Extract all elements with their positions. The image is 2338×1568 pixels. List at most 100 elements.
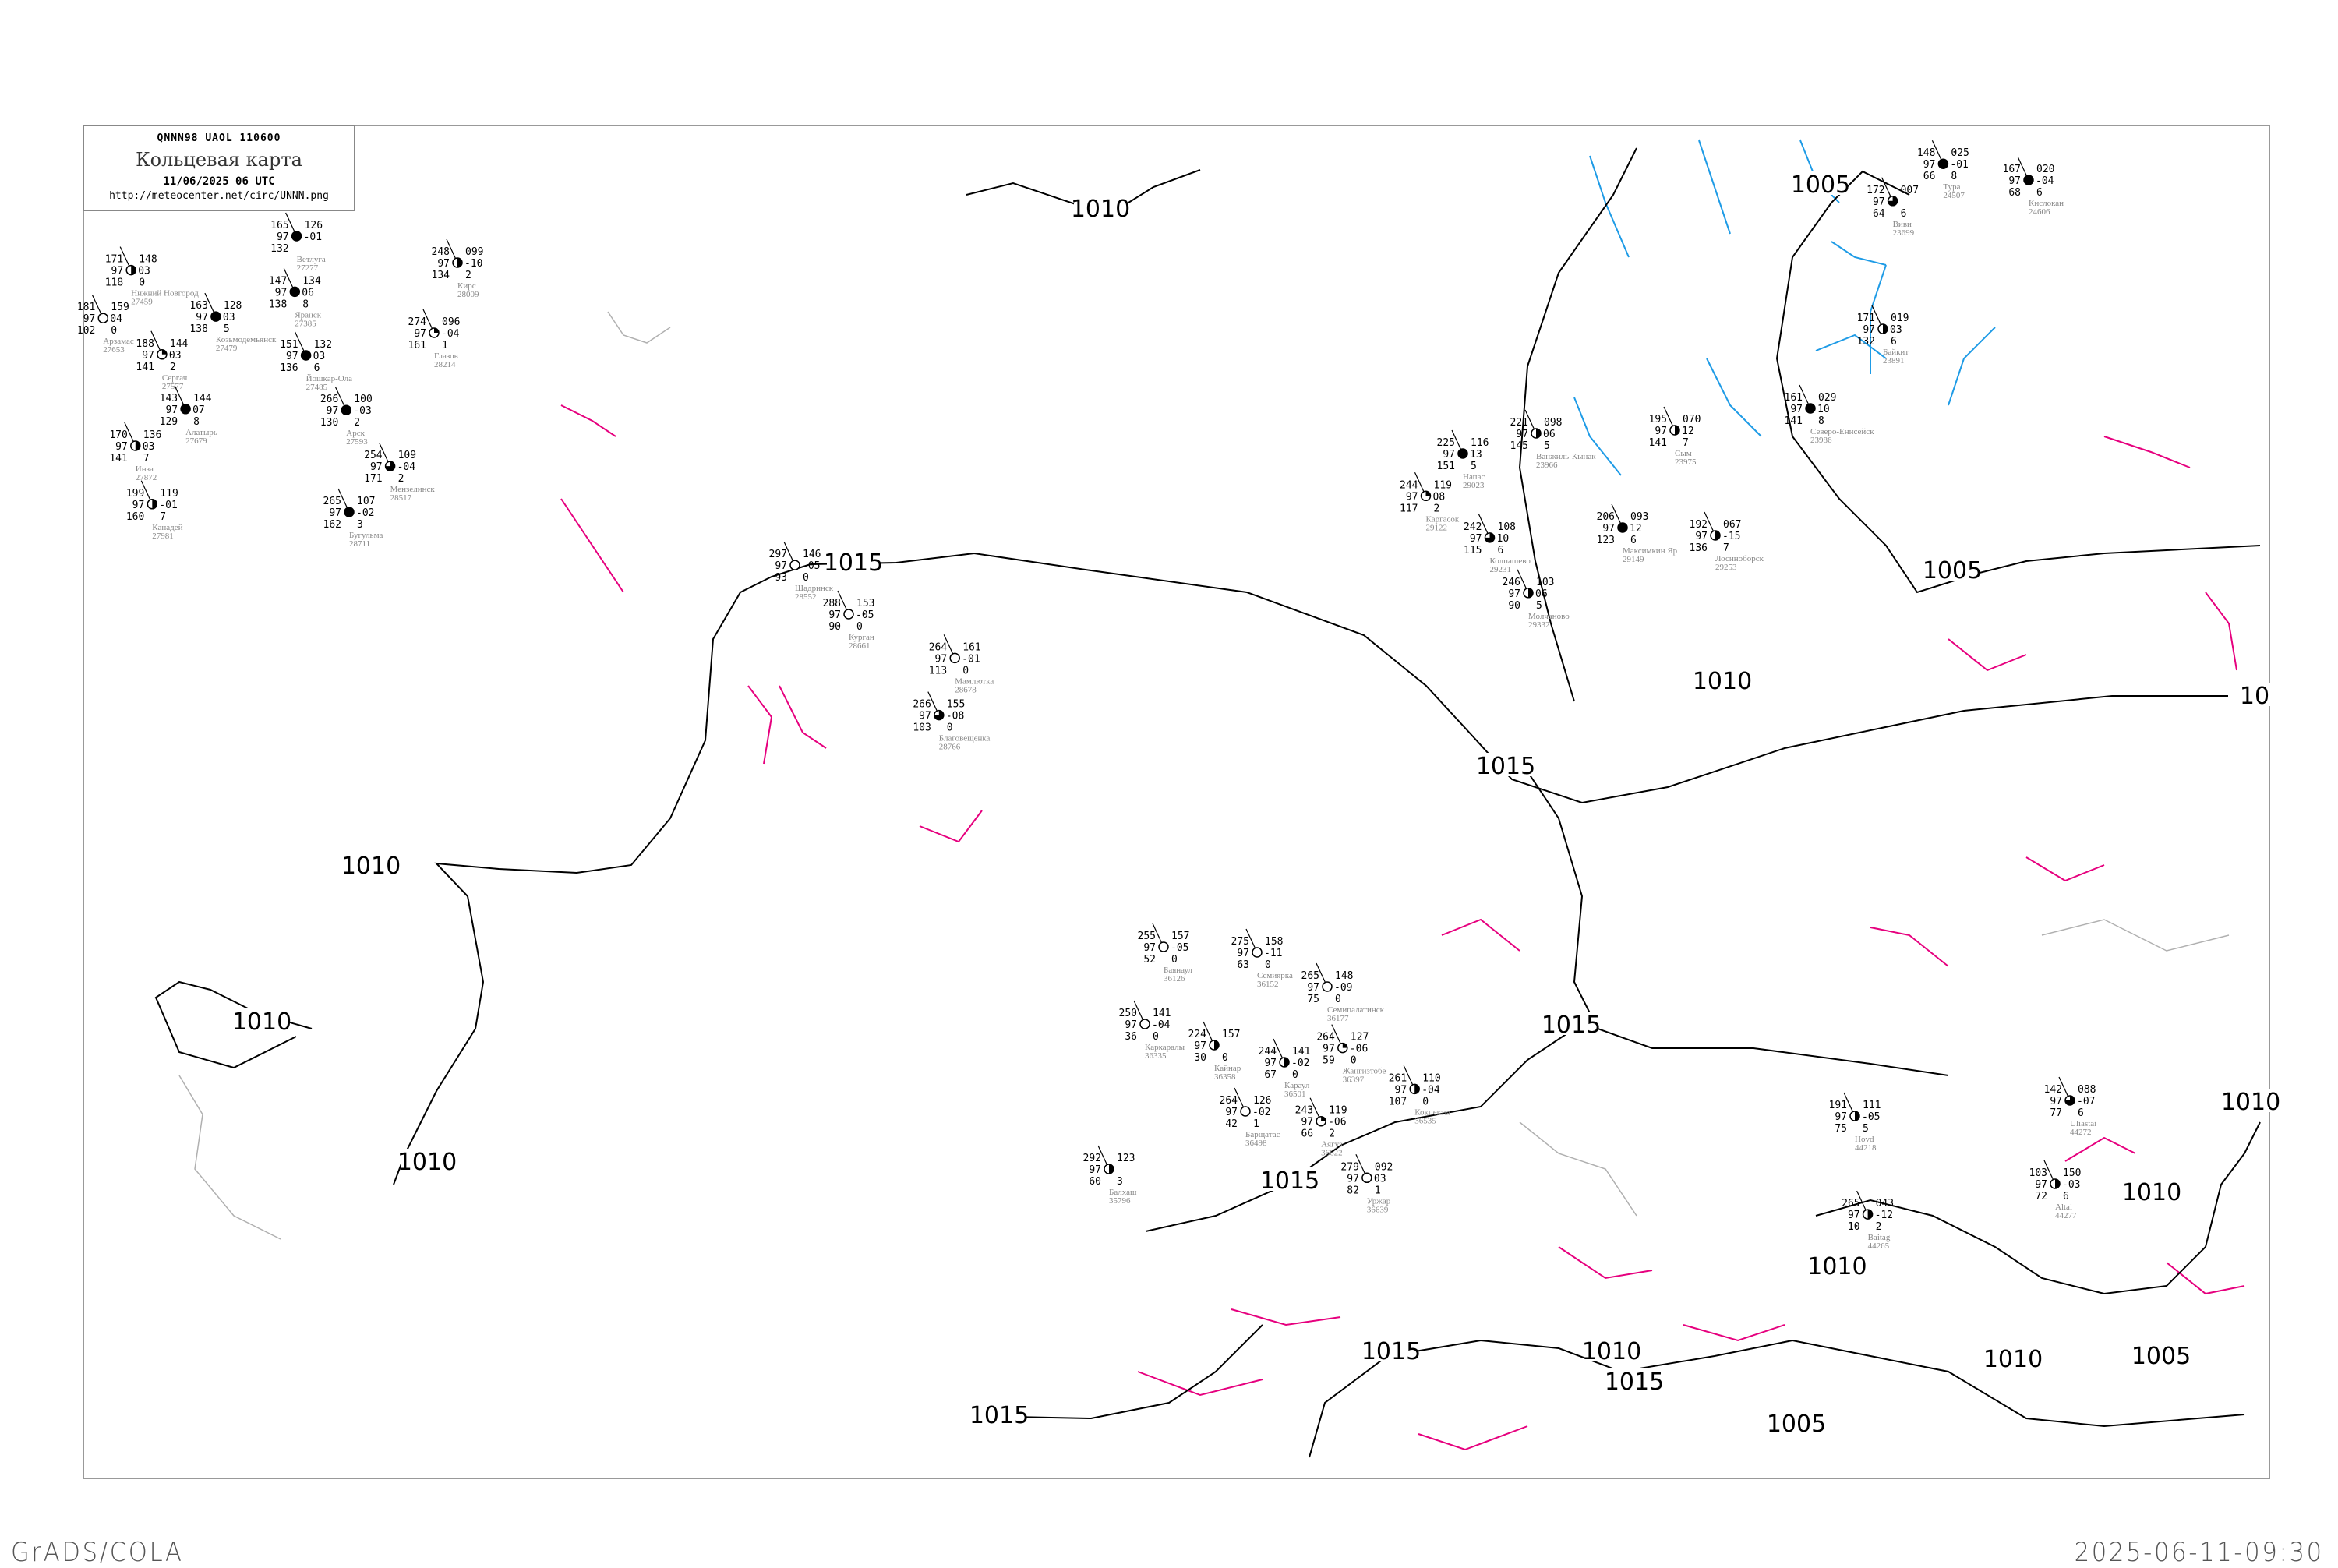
station-value-mr: -01 [962,653,980,665]
station-value-tl: 288 [823,598,841,609]
cloud-cover-fill [1675,426,1679,435]
isobar-label-bg [1545,1012,1598,1035]
station-value-ml: 97 [1602,523,1615,535]
isobar-label-group: 1015 [1476,753,1535,780]
station-value-bl: 90 [1508,600,1520,612]
cloud-cover-fill [1806,404,1815,413]
station-value-bl: 118 [105,277,123,289]
cloud-cover-fill [161,349,167,355]
station-value-br: 0 [111,325,117,337]
cloud-cover-fill [1321,1116,1326,1121]
station-value-ml: 97 [1143,942,1156,954]
station-id: 23699 [1893,228,1915,238]
cloud-cover-icon [843,609,854,620]
isobar-label-bg [1696,668,1749,691]
station-value-tl: 224 [1188,1029,1207,1040]
station-value-tl: 264 [1220,1095,1238,1107]
station-value-tr: 134 [302,275,321,287]
station-value-br: 0 [1171,954,1178,966]
isobar-label-bg [1794,171,1847,195]
isallobar-line [1137,1371,1263,1397]
isallobar-line [919,810,983,843]
station-value-bl: 171 [364,473,382,485]
station-value-tl: 246 [1503,577,1520,588]
station-value-mr: -02 [1291,1058,1309,1069]
station-value-br: 0 [1422,1096,1429,1107]
isobar-label-bg [344,853,397,876]
station-value-bl: 134 [432,270,450,281]
station-value-ml: 97 [1225,1107,1238,1118]
station-value-tr: 158 [1265,936,1283,948]
station-value-mr: -01 [159,500,177,511]
station-value-bl: 141 [1785,415,1803,427]
station-value-bl: 103 [913,722,931,734]
cloud-cover-fill [290,287,300,297]
station-value-bl: 30 [1194,1052,1206,1064]
station-value-br: 6 [1630,535,1637,546]
cloud-cover-fill [1536,429,1541,438]
station-name: Глазов [434,351,458,361]
source-url[interactable]: http://meteocenter.net/circ/UNNN.png [109,190,329,202]
cloud-cover-fill [135,441,140,450]
station-value-ml: 97 [1194,1040,1206,1052]
station-value-bl: 102 [77,325,95,337]
station-value-tr: 136 [143,429,161,441]
station-name: Курган [849,633,874,642]
isobar-label-bg [2135,1343,2188,1366]
isobar-label-group: 1010 [1807,1252,1867,1280]
station-value-tl: 266 [320,394,338,405]
station-value-tl: 181 [77,302,95,313]
station-value-ml: 97 [370,461,383,473]
isobar-label: 1015 [1542,1012,1601,1039]
